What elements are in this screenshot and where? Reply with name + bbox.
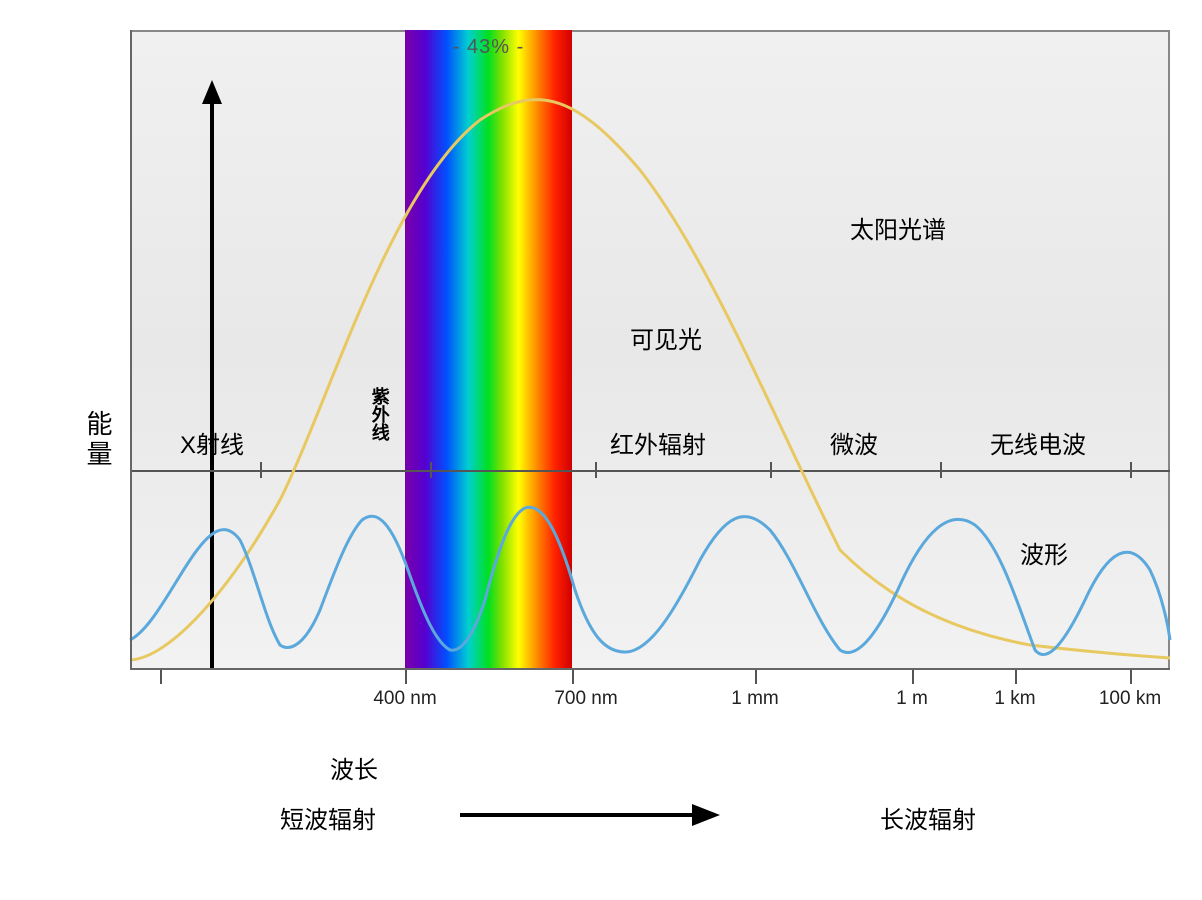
curves-layer <box>130 30 1170 670</box>
x-tick <box>755 670 757 684</box>
wavelength-label: 波长 <box>330 750 378 785</box>
x-label: 1 mm <box>731 688 779 710</box>
x-label: 700 nm <box>554 688 617 710</box>
x-tick <box>572 670 574 684</box>
x-label: 400 nm <box>373 688 436 710</box>
x-tick <box>160 670 162 684</box>
solar-spectrum-curve <box>130 100 1170 660</box>
x-tick <box>1130 670 1132 684</box>
spectrum-chart: - 43% - X射线 紫外线 红外辐射 微波 无线电波 太阳光谱 可见光 波形… <box>130 30 1170 670</box>
longwave-label: 长波辐射 <box>880 800 976 835</box>
x-tick <box>1015 670 1017 684</box>
x-label: 100 km <box>1099 688 1161 710</box>
waveform-curve <box>130 507 1170 654</box>
wavelength-arrow-icon <box>460 800 720 830</box>
chart-left-border <box>130 30 132 670</box>
x-tick <box>912 670 914 684</box>
chart-bottom-border <box>130 668 1170 670</box>
x-label: 1 m <box>896 688 928 710</box>
x-label: 1 km <box>994 688 1035 710</box>
x-tick <box>405 670 407 684</box>
shortwave-label: 短波辐射 <box>280 800 376 835</box>
y-axis-label: 能量 <box>80 410 117 470</box>
